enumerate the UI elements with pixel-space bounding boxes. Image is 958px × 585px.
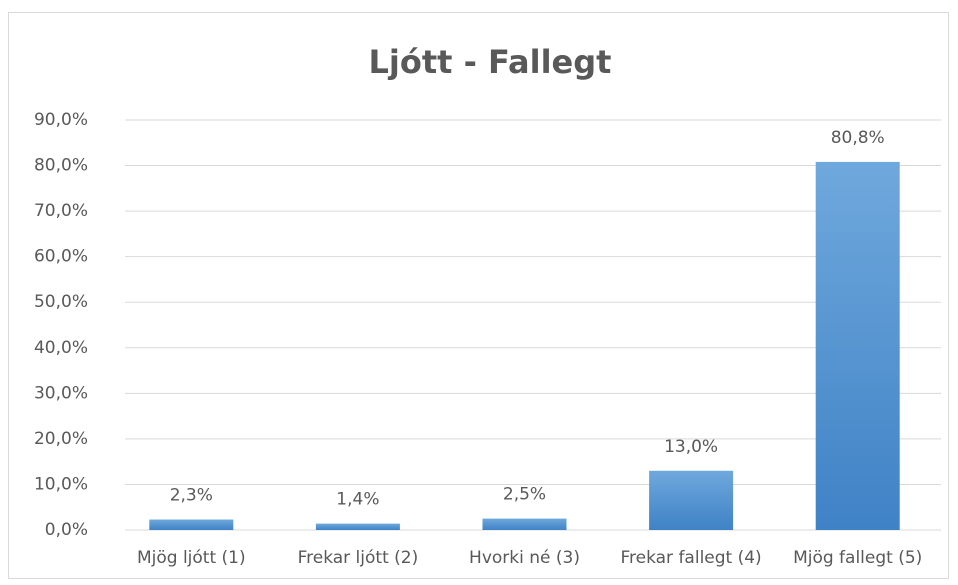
y-tick-label: 20,0% bbox=[34, 429, 88, 449]
bar bbox=[482, 518, 567, 530]
data-label: 80,8% bbox=[831, 128, 885, 148]
y-tick-label: 30,0% bbox=[34, 383, 88, 403]
y-tick-label: 40,0% bbox=[34, 338, 88, 358]
bar bbox=[315, 523, 400, 530]
bar bbox=[149, 519, 234, 530]
x-tick-label: Mjög ljótt (1) bbox=[137, 548, 246, 568]
y-tick-label: 50,0% bbox=[34, 292, 88, 312]
x-tick-label: Hvorki né (3) bbox=[469, 548, 580, 568]
y-tick-label: 80,0% bbox=[34, 156, 88, 176]
data-label: 13,0% bbox=[664, 437, 718, 457]
data-label: 2,3% bbox=[170, 486, 213, 506]
y-tick-label: 10,0% bbox=[34, 474, 88, 494]
bar bbox=[815, 161, 900, 530]
x-tick-label: Mjög fallegt (5) bbox=[793, 548, 922, 568]
chart-border bbox=[8, 12, 949, 579]
y-tick-label: 70,0% bbox=[34, 201, 88, 221]
x-tick-label: Frekar ljótt (2) bbox=[298, 548, 419, 568]
data-label: 1,4% bbox=[336, 490, 379, 510]
y-tick-label: 90,0% bbox=[34, 110, 88, 130]
bar bbox=[649, 470, 734, 530]
y-tick-label: 60,0% bbox=[34, 247, 88, 267]
x-tick-label: Frekar fallegt (4) bbox=[620, 548, 761, 568]
y-tick-label: 0,0% bbox=[45, 520, 88, 540]
chart-title: Ljótt - Fallegt bbox=[369, 43, 612, 81]
data-label: 2,5% bbox=[503, 485, 546, 505]
